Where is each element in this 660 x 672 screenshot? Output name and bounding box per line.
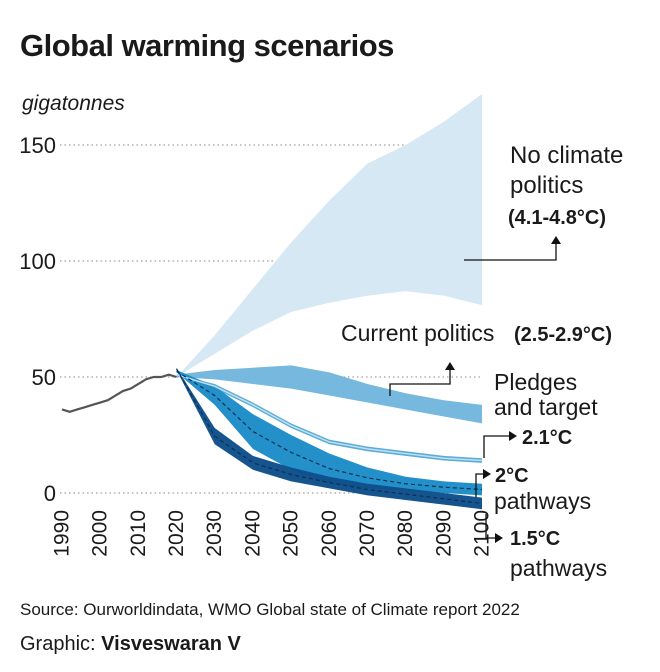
chart-title: Global warming scenarios — [20, 28, 394, 63]
y-tick-label-150: 150 — [19, 133, 56, 158]
y-tick-labels: 0 50 100 150 — [19, 133, 56, 506]
x-tick-label-2000: 2000 — [89, 510, 112, 557]
median-dashed-line-4 — [176, 368, 483, 505]
x-tick-label-2030: 2030 — [203, 510, 226, 557]
arrow-no-policy — [464, 238, 557, 261]
annotation-arrows — [389, 236, 561, 543]
credit-name: Visveswaran V — [101, 633, 241, 655]
arrowhead-no-policy — [551, 236, 561, 244]
x-tick-label-2090: 2090 — [432, 510, 455, 557]
graphic-credit: Graphic: Visveswaran V — [20, 633, 241, 656]
arrowhead-current-politics — [445, 362, 455, 370]
band-current-politics — [176, 365, 482, 424]
annotation-no-policy-line1: No climate — [510, 142, 623, 169]
x-tick-label-2010: 2010 — [127, 510, 150, 557]
annotation-no-policy-range: (4.1-4.8°C) — [508, 207, 606, 229]
band-two-c-pathways — [176, 370, 482, 496]
arrow-pledges — [483, 435, 514, 458]
annotation-one-five-pathways: pathways — [510, 555, 607, 581]
x-tick-label-2100: 2100 — [471, 510, 494, 557]
y-tick-label-0: 0 — [44, 481, 56, 506]
x-tick-label-1990: 1990 — [51, 510, 74, 557]
median-dashed-line-3 — [176, 370, 483, 491]
x-tick-label-2040: 2040 — [241, 510, 264, 557]
credit-prefix: Graphic: — [20, 633, 96, 655]
x-tick-label-2080: 2080 — [394, 510, 417, 557]
band-no-climate-politics — [176, 93, 482, 378]
x-tick-label-2070: 2070 — [356, 510, 379, 557]
annotation-pledges-line1: Pledges — [494, 369, 577, 395]
history-line — [61, 373, 177, 413]
arrow-current-politics — [389, 364, 451, 396]
x-tick-label-2020: 2020 — [165, 510, 188, 557]
annotation-pledges-line2: and target — [494, 394, 598, 420]
band-one-five-pathways — [176, 367, 482, 510]
annotation-two-c-temp: 2°C — [495, 465, 529, 487]
scenario-bands — [176, 93, 482, 510]
annotation-pledges-temp: 2.1°C — [522, 427, 572, 449]
annotation-no-policy-line2: politics — [510, 172, 583, 199]
source-note: Source: Ourworldindata, WMO Global state… — [20, 600, 520, 619]
y-tick-label-50: 50 — [32, 365, 56, 390]
x-tick-label-2050: 2050 — [280, 510, 303, 557]
arrowhead-pledges — [509, 431, 517, 441]
y-axis-unit-label: gigatonnes — [22, 92, 125, 115]
annotation-one-five-temp: 1.5°C — [510, 528, 560, 550]
median-lines — [176, 368, 483, 505]
arrowhead-two-c — [483, 469, 491, 479]
x-tick-label-2060: 2060 — [318, 510, 341, 557]
arrowhead-one-five — [495, 533, 503, 543]
x-tick-labels: 1990 2000 2010 2020 2030 2040 2050 2060 2070 2080… — [51, 510, 494, 557]
history-line-group — [61, 373, 177, 413]
annotation-current-politics: Current politics — [341, 320, 494, 346]
annotation-two-c-pathways: pathways — [494, 488, 591, 514]
annotation-current-politics-range: (2.5-2.9°C) — [514, 324, 612, 346]
y-tick-label-100: 100 — [19, 249, 56, 274]
median-pledges-line — [176, 373, 483, 462]
